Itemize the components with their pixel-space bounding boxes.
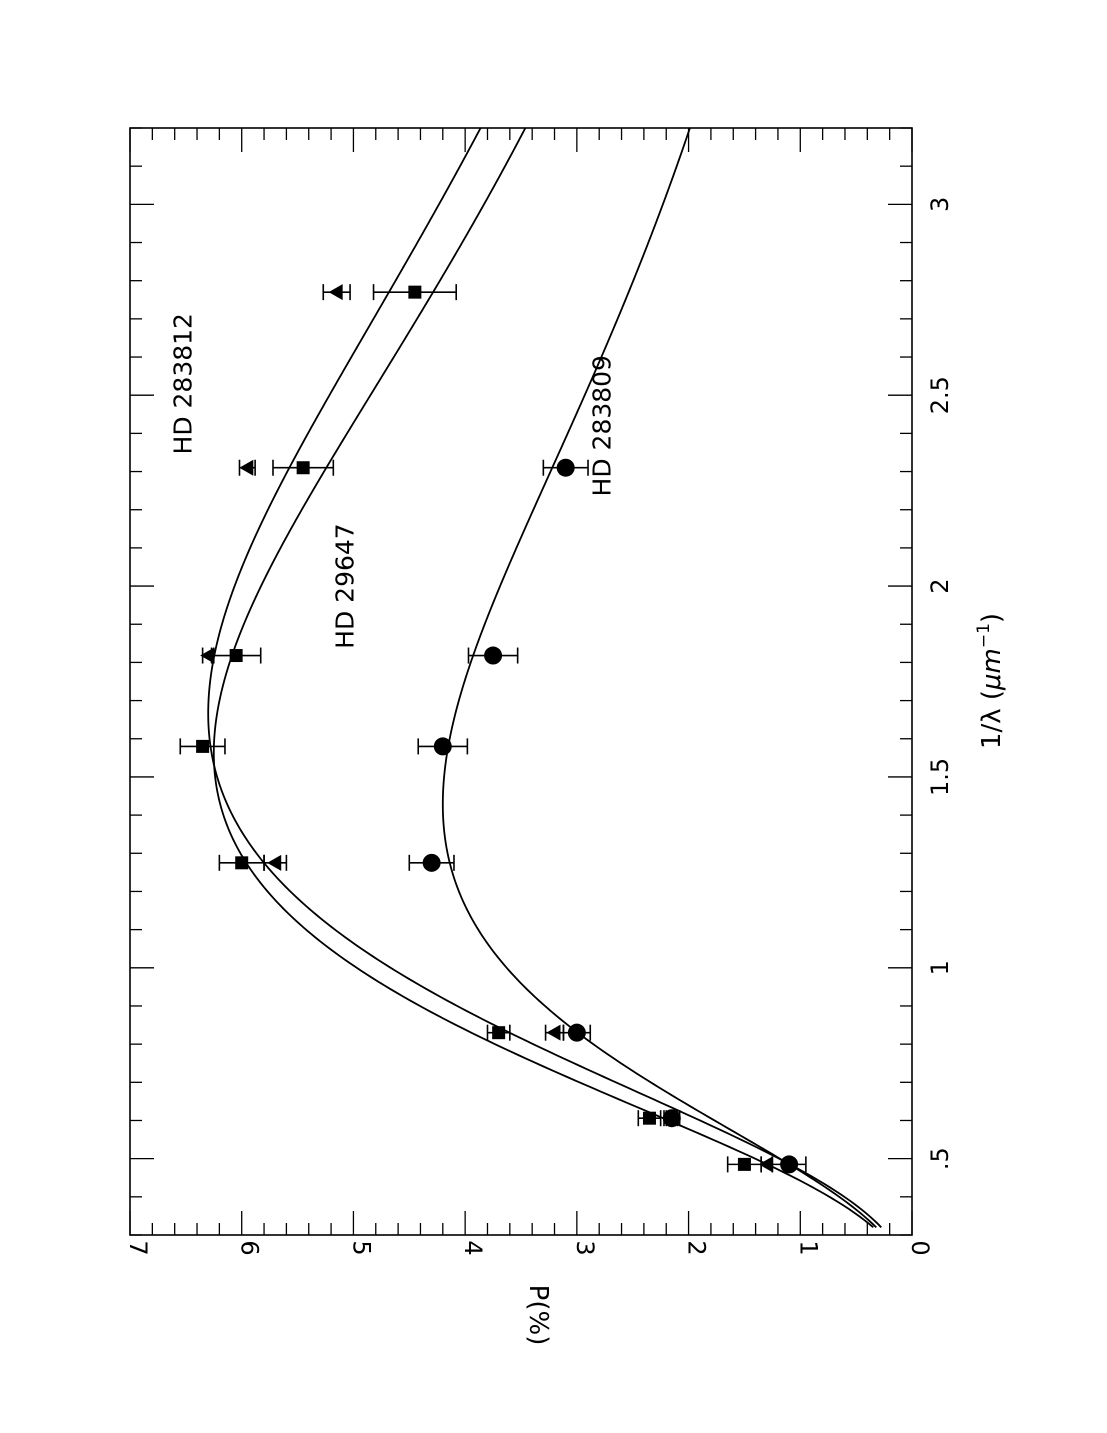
y-tick-label: 3 [571,1240,599,1255]
x-axis-label-main: 1/λ ( [977,690,1007,749]
point-hd-29647 [642,1111,656,1125]
x-axis-label-close: ) [977,613,1007,623]
x-tick-label: 1 [926,960,954,975]
point-hd-283809 [662,1109,681,1128]
point-hd-29647 [229,649,243,663]
point-hd-29647 [408,285,422,299]
fit-curve-hd-283809 [441,127,877,1229]
data-points [179,284,807,1174]
y-tick-label: 6 [236,1240,264,1255]
y-tick-label: 2 [683,1240,711,1255]
point-hd-283809 [422,853,441,872]
point-hd-29647 [492,1026,506,1040]
x-axis-title: 1/λ (μm−1) [974,613,1007,749]
point-hd-283809 [484,646,503,665]
x-tick-label: .5 [926,1147,954,1170]
series-label: HD 283809 [587,355,616,496]
point-hd-283809 [556,458,575,477]
y-tick-label: 0 [906,1240,934,1255]
x-axis-label-exp: −1 [974,623,994,648]
y-axis-label: P(%) [523,1285,553,1346]
fit-curve-hd-283812 [207,127,882,1229]
point-hd-283809 [780,1155,799,1174]
point-hd-283812 [758,1156,773,1173]
plot-frame [129,127,913,1236]
x-tick-label: 1.5 [926,758,954,796]
tick-labels: .5 1 1.5 2 2.5 3 0 1 2 3 4 5 6 7 [124,197,954,1256]
point-hd-283812 [546,1024,561,1041]
series-label: HD 283812 [168,313,197,454]
point-hd-283809 [567,1023,586,1042]
series-label: HD 29647 [330,523,359,649]
x-axis-label: 1/λ (μm−1) [974,613,1007,749]
y-axis-title: P(%) [523,1285,553,1346]
point-hd-283812 [200,647,215,664]
point-hd-29647 [296,461,310,475]
point-hd-283812 [267,854,282,871]
y-tick-label: 4 [459,1240,487,1255]
fit-curve-hd-29647 [212,127,874,1229]
serkowski-curves [207,127,882,1229]
point-hd-29647 [235,856,249,870]
y-tick-label: 7 [124,1240,152,1255]
axis-ticks [129,127,913,1236]
y-tick-label: 5 [347,1240,375,1255]
point-hd-283812 [328,284,343,301]
point-hd-283809 [433,737,452,756]
series-annotations: HD 283812 HD 29647 HD 283809 [168,313,616,649]
x-tick-label: 2.5 [926,376,954,414]
y-tick-label: 1 [794,1240,822,1255]
point-hd-29647 [196,739,210,753]
x-tick-label: 2 [926,578,954,593]
x-tick-label: 3 [926,197,954,212]
point-hd-283812 [239,459,254,476]
point-hd-29647 [737,1157,751,1171]
x-axis-label-unit: μm [977,648,1007,691]
